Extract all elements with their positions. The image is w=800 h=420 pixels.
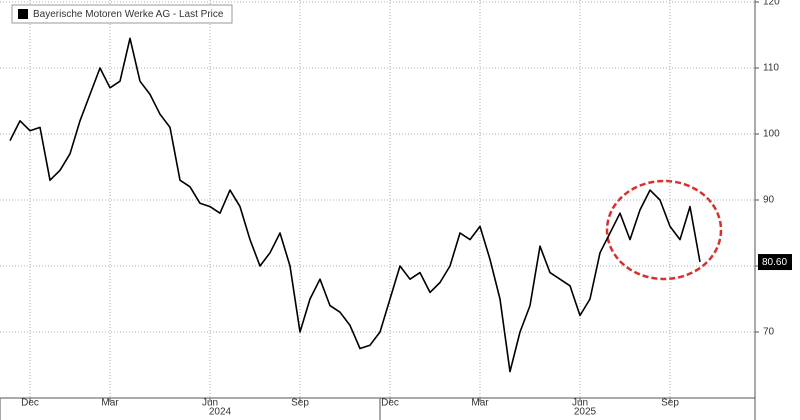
legend-box (11, 4, 233, 24)
year-label: 2025 (574, 407, 597, 418)
y-tick-label: 90 (763, 195, 775, 206)
legend-label: Bayerische Motoren Werke AG - Last Price (33, 9, 224, 20)
y-tick-label: 120 (763, 0, 780, 8)
x-tick-label: Dec (381, 398, 399, 409)
highlight-ellipse (605, 179, 723, 281)
x-tick-label: Jun (202, 398, 218, 409)
x-tick-label: Sep (661, 398, 679, 409)
y-tick-label: 100 (763, 129, 780, 140)
x-tick-label: Jun (572, 398, 588, 409)
x-tick-label: Mar (471, 398, 489, 409)
y-tick-label: 70 (763, 327, 775, 338)
y-tick-label: 110 (763, 63, 779, 74)
x-tick-label: Sep (291, 398, 309, 409)
x-tick-label: Dec (21, 398, 39, 409)
legend: Bayerische Motoren Werke AG - Last Price (11, 4, 233, 24)
x-tick-label: Mar (101, 398, 119, 409)
legend-swatch (18, 9, 28, 19)
year-label: 2024 (209, 407, 232, 418)
price-line (9, 37, 701, 373)
last-price-label: 80.60 (762, 257, 787, 268)
last-price-box (758, 254, 792, 271)
